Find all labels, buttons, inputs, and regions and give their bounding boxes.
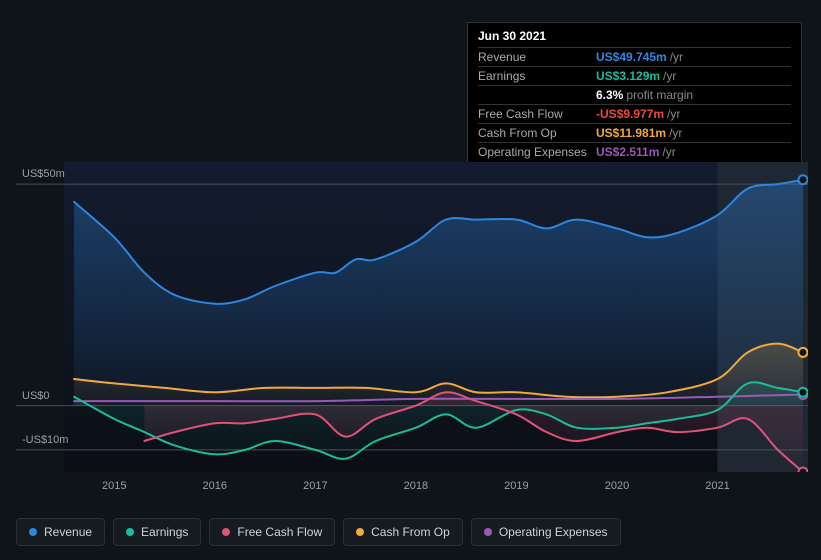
tooltip-row-label: Free Cash Flow xyxy=(478,107,596,121)
y-tick-label: US$0 xyxy=(22,390,50,402)
legend-item[interactable]: Cash From Op xyxy=(343,518,463,546)
chart-svg xyxy=(16,152,808,498)
legend-dot-icon xyxy=(29,528,37,536)
legend-label: Earnings xyxy=(141,525,188,539)
tooltip-row-label: Earnings xyxy=(478,69,596,83)
x-tick-label: 2021 xyxy=(705,480,729,492)
tooltip-row: 6.3%profit margin xyxy=(478,85,791,104)
tooltip-row-suffix: /yr xyxy=(667,107,680,121)
x-axis-labels: 2015 2016 2017 2018 2019 2020 2021 xyxy=(16,480,808,498)
legend-dot-icon xyxy=(126,528,134,536)
x-tick-label: 2020 xyxy=(605,480,629,492)
tooltip-row-suffix: /yr xyxy=(670,50,683,64)
x-tick-label: 2015 xyxy=(102,480,126,492)
tooltip-date: Jun 30 2021 xyxy=(478,29,791,47)
financial-chart[interactable]: US$50mUS$0-US$10m 2015201620172018201920… xyxy=(16,152,808,498)
tooltip-rows: RevenueUS$49.745m/yrEarningsUS$3.129m/yr… xyxy=(478,47,791,161)
tooltip-row-label: Revenue xyxy=(478,50,596,64)
legend-item[interactable]: Free Cash Flow xyxy=(209,518,335,546)
tooltip-row-suffix: /yr xyxy=(663,69,676,83)
tooltip-row: RevenueUS$49.745m/yr xyxy=(478,47,791,66)
x-tick-label: 2016 xyxy=(203,480,227,492)
tooltip-row-suffix: /yr xyxy=(669,126,682,140)
x-tick-label: 2018 xyxy=(404,480,428,492)
tooltip-row-value: US$3.129m xyxy=(596,69,660,83)
legend-label: Operating Expenses xyxy=(499,525,608,539)
tooltip-row-value: 6.3% xyxy=(596,88,623,102)
tooltip-row-value: US$49.745m xyxy=(596,50,667,64)
tooltip-row: Free Cash Flow-US$9.977m/yr xyxy=(478,104,791,123)
x-tick-label: 2017 xyxy=(303,480,327,492)
legend-label: Cash From Op xyxy=(371,525,450,539)
y-tick-label: US$50m xyxy=(22,168,65,180)
legend-dot-icon xyxy=(356,528,364,536)
y-tick-label: -US$10m xyxy=(22,434,68,446)
legend-item[interactable]: Operating Expenses xyxy=(471,518,621,546)
legend-dot-icon xyxy=(484,528,492,536)
tooltip-row-value: US$11.981m xyxy=(596,126,666,140)
tooltip-row-value: -US$9.977m xyxy=(596,107,664,121)
data-tooltip: Jun 30 2021 RevenueUS$49.745m/yrEarnings… xyxy=(467,22,802,170)
chart-legend: Revenue Earnings Free Cash Flow Cash From O… xyxy=(16,518,621,546)
tooltip-row-label: Cash From Op xyxy=(478,126,596,140)
legend-label: Revenue xyxy=(44,525,92,539)
legend-label: Free Cash Flow xyxy=(237,525,322,539)
legend-dot-icon xyxy=(222,528,230,536)
tooltip-row-suffix: profit margin xyxy=(626,88,693,102)
legend-item[interactable]: Earnings xyxy=(113,518,201,546)
legend-item[interactable]: Revenue xyxy=(16,518,105,546)
tooltip-row: EarningsUS$3.129m/yr xyxy=(478,66,791,85)
x-tick-label: 2019 xyxy=(504,480,528,492)
tooltip-row: Cash From OpUS$11.981m/yr xyxy=(478,123,791,142)
